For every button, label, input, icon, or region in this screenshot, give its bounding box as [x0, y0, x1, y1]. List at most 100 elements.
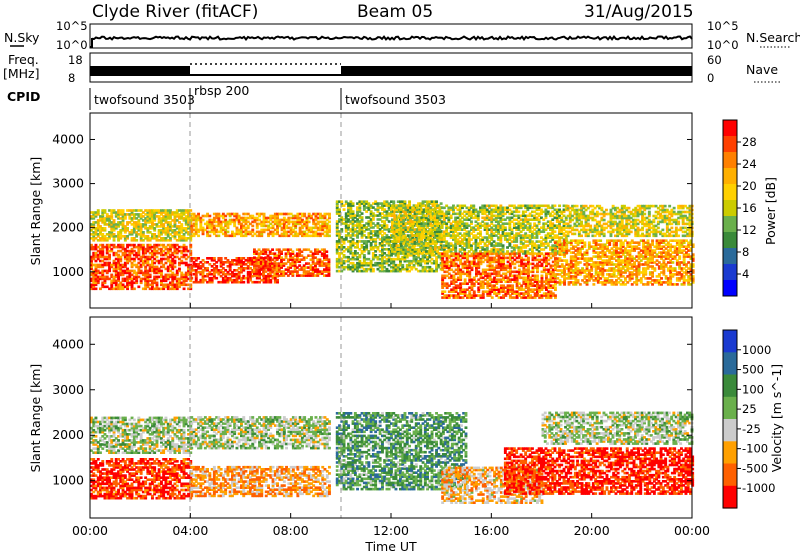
power-echo-cell [419, 202, 423, 205]
power-echo-cell [139, 231, 143, 234]
power-echo-cell [244, 212, 248, 216]
power-echo-cell [458, 212, 462, 216]
power-echo-cell [526, 204, 530, 208]
power-echo-cell [173, 243, 177, 247]
power-echo-cell [378, 206, 382, 209]
power-echo-cell [141, 247, 145, 251]
power-echo-cell [123, 237, 127, 240]
power-echo-cell [351, 263, 355, 267]
power-echo-cell [503, 218, 507, 221]
power-echo-cell [481, 224, 485, 227]
power-echo-cell [465, 240, 469, 243]
power-echo-cell [542, 230, 546, 233]
power-echo-cell [253, 266, 256, 269]
power-echo-cell [409, 246, 412, 249]
power-echo-cell [347, 228, 350, 231]
power-echo-cell [476, 224, 480, 227]
power-echo-cell [483, 228, 487, 231]
power-echo-cell [92, 235, 96, 238]
power-echo-cell [564, 204, 568, 208]
power-echo-cell [178, 285, 181, 289]
power-echo-cell [151, 269, 154, 273]
power-echo-cell [187, 265, 190, 269]
power-echo-cell [108, 265, 111, 269]
power-echo-cell [475, 266, 478, 270]
power-echo-cell [470, 268, 474, 272]
power-echo-cell [497, 238, 500, 241]
power-echo-cell [126, 269, 129, 273]
power-echo-cell [259, 262, 263, 265]
power-echo-cell [492, 228, 496, 231]
power-echo-cell [519, 248, 523, 251]
power-echo-cell [356, 226, 359, 229]
power-echo-cell [454, 284, 458, 287]
power-echo-cell [490, 252, 494, 256]
power-echo-cell [371, 212, 375, 215]
power-echo-cell [411, 228, 415, 231]
power-echo-cell [562, 222, 566, 225]
power-echo-cell [108, 255, 111, 259]
power-echo-cell [96, 265, 100, 269]
power-echo-cell [141, 271, 145, 275]
power-echo-cell [461, 216, 464, 220]
power-echo-cell [351, 224, 355, 227]
power-echo-cell [94, 263, 98, 267]
power-echo-cell [477, 294, 481, 297]
power-echo-cell [479, 286, 483, 289]
power-echo-cell [277, 250, 281, 253]
power-echo-cell [424, 214, 428, 218]
power-echo-cell [164, 217, 168, 220]
power-echo-cell [132, 225, 136, 228]
power-echo-cell [517, 234, 521, 237]
power-echo-cell [483, 248, 487, 251]
power-echo-cell [441, 274, 445, 278]
power-echo-cell [286, 258, 290, 261]
power-echo-cell [132, 277, 136, 281]
power-echo-cell [119, 233, 123, 236]
power-echo-cell [251, 230, 255, 234]
power-echo-cell [390, 259, 393, 263]
power-echo-cell [445, 286, 449, 289]
power-echo-cell [169, 273, 172, 277]
power-echo-cell [433, 220, 437, 223]
power-echo-cell [356, 269, 359, 273]
power-echo-cell [155, 245, 159, 249]
power-echo-cell [360, 232, 364, 235]
power-echo-cell [553, 226, 557, 229]
power-echo-cell [524, 210, 528, 214]
power-echo-cell [447, 294, 451, 297]
power-echo-cell [151, 225, 154, 228]
power-echo-cell [564, 206, 568, 210]
power-echo-cell [180, 261, 184, 265]
power-echo-cell [497, 224, 500, 227]
power-echo-cell [208, 280, 212, 284]
power-echo-cell [512, 238, 516, 241]
power-echo-cell [378, 265, 382, 269]
power-echo-cell [117, 259, 120, 263]
power-echo-cell [537, 250, 541, 253]
power-echo-cell [253, 264, 256, 267]
power-echo-cell [390, 265, 393, 269]
power-echo-cell [404, 238, 408, 241]
power-echo-cell [257, 262, 261, 265]
power-echo-cell [358, 224, 362, 227]
power-echo-cell [515, 218, 519, 221]
power-echo-cell [501, 226, 505, 229]
power-echo-cell [481, 216, 485, 220]
power-echo-cell [409, 248, 412, 251]
power-echo-cell [273, 262, 277, 265]
power-echo-cell [438, 208, 442, 212]
power-echo-cell [484, 258, 487, 262]
power-echo-cell [101, 265, 105, 269]
power-echo-cell [298, 260, 302, 263]
power-echo-cell [387, 228, 391, 231]
power-echo-cell [454, 220, 458, 223]
power-echo-cell [452, 206, 455, 210]
power-echo-cell [463, 210, 467, 214]
power-echo-cell [457, 254, 460, 258]
power-echo-cell [173, 245, 177, 249]
power-echo-cell [268, 262, 272, 265]
power-echo-cell [481, 236, 485, 239]
power-echo-cell [166, 233, 170, 236]
power-echo-cell [169, 211, 172, 214]
